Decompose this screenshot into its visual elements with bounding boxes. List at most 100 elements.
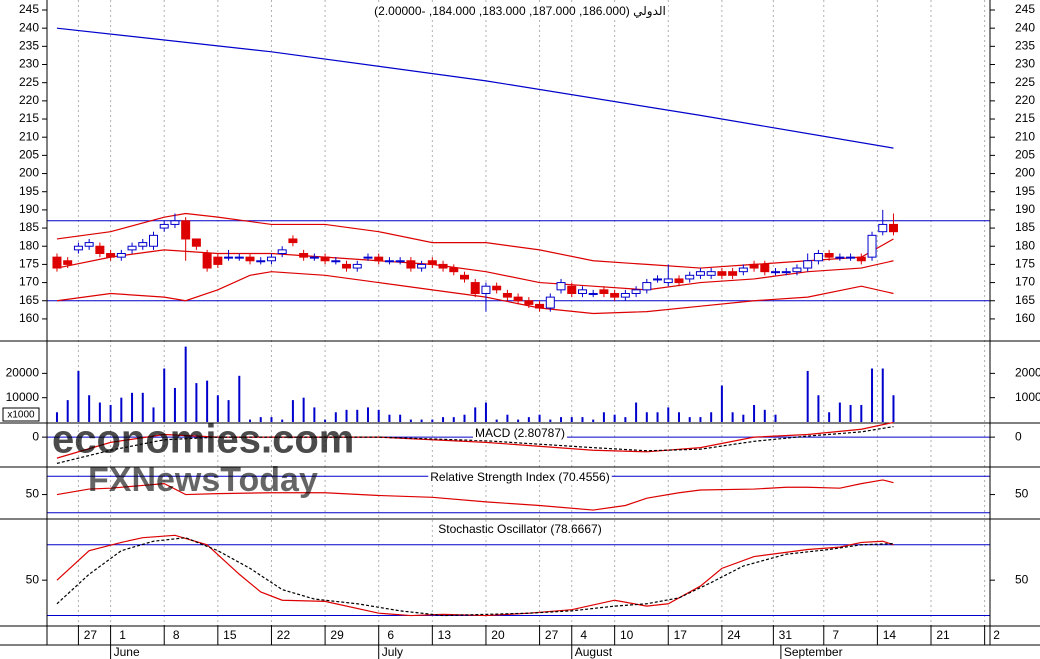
volume-bar <box>366 407 369 422</box>
x-tick-label: 13 <box>438 628 452 642</box>
volume-bar <box>399 414 402 422</box>
candle-body <box>803 260 813 269</box>
candle-body <box>695 271 705 276</box>
candle-body <box>417 263 427 269</box>
volume-bar <box>463 414 466 422</box>
candle-body <box>728 271 738 276</box>
volume-bar <box>742 414 745 422</box>
candle-body <box>363 256 373 259</box>
candle-body <box>674 278 684 284</box>
volume-bar <box>249 419 252 422</box>
y-tick-label: 220 <box>1015 93 1035 107</box>
volume-bar <box>817 395 820 422</box>
candle-body <box>406 260 416 269</box>
y-tick-label: 230 <box>1015 57 1035 71</box>
y-tick-label: 210 <box>1015 129 1035 143</box>
y-tick-label: 225 <box>19 75 39 89</box>
line-series <box>56 271 894 315</box>
volume-bar <box>506 414 509 422</box>
x-tick-label: 17 <box>674 628 688 642</box>
candle-body <box>288 238 298 244</box>
candle-body <box>234 256 244 259</box>
y-tick-label: 200 <box>19 166 39 180</box>
candle-body <box>856 256 866 262</box>
candle-body <box>878 223 888 233</box>
watermark: FXNewsToday <box>88 461 318 499</box>
candle-body <box>191 238 201 247</box>
candle-body <box>374 256 384 262</box>
candle-body <box>309 256 319 259</box>
volume-bar <box>613 414 616 422</box>
volume-bar <box>420 419 423 422</box>
y-tick-label: 240 <box>19 20 39 34</box>
candle-body <box>202 253 212 269</box>
volume-bar <box>871 368 874 422</box>
y-tick-label: 185 <box>19 220 39 234</box>
x-tick-label: 14 <box>883 628 897 642</box>
volume-bar <box>238 375 241 422</box>
watermarks: economies.com FXNewsToday <box>52 418 354 499</box>
x-tick-label: 1 <box>119 628 126 642</box>
y-tick-label: 185 <box>1015 220 1035 234</box>
candle-body <box>706 271 716 276</box>
line-series <box>56 479 894 511</box>
y-tick-label: 190 <box>1015 202 1035 216</box>
x-tick-label: 22 <box>277 628 291 642</box>
candle-body <box>588 292 598 295</box>
y-tick-label: 165 <box>19 293 39 307</box>
candle-body <box>835 256 845 259</box>
candle-body <box>256 260 266 263</box>
line-series <box>56 426 894 464</box>
candle-body <box>824 253 834 258</box>
candle-body <box>577 289 587 294</box>
y-tick-label: 20000 <box>1015 366 1040 380</box>
candle-body <box>642 282 652 291</box>
volume-bar <box>195 383 198 422</box>
line-series <box>56 212 894 269</box>
watermark: economies.com <box>52 418 354 462</box>
volume-bar <box>710 412 713 422</box>
candle-body <box>224 256 234 259</box>
title-background <box>472 426 568 441</box>
volume-bar <box>860 404 863 422</box>
y-tick-label: 195 <box>1015 184 1035 198</box>
x-tick-label: 24 <box>727 628 741 642</box>
candle-body <box>631 289 641 294</box>
volume-bar <box>334 412 337 422</box>
volume-bar <box>527 417 530 422</box>
candle-body <box>384 260 394 263</box>
volume-bar <box>120 397 123 422</box>
volume-bar <box>828 412 831 422</box>
candle-body <box>52 256 62 269</box>
volume-bar <box>570 417 573 422</box>
candle-body <box>460 274 470 280</box>
volume-bar <box>806 370 809 422</box>
x-tick-label: 6 <box>387 628 394 642</box>
y-tick-label: 205 <box>1015 148 1035 162</box>
candle-body <box>867 234 877 258</box>
volume-bar <box>849 404 852 422</box>
volume-bar <box>774 414 777 422</box>
volume-bar <box>581 417 584 422</box>
y-tick-label: 175 <box>19 257 39 271</box>
month-label: September <box>784 645 843 659</box>
volume-bar <box>474 407 477 422</box>
volume-bar <box>66 400 69 422</box>
volume-bar <box>442 417 445 422</box>
y-tick-label: 160 <box>1015 311 1035 325</box>
candle-body <box>813 253 823 262</box>
month-label: August <box>575 645 613 659</box>
volume-bar <box>259 417 262 422</box>
volume-bar <box>109 404 112 422</box>
candle-body <box>846 256 856 259</box>
line-series <box>56 534 894 617</box>
candle-body <box>116 253 126 258</box>
volume-bar <box>270 417 273 422</box>
volume-bar <box>141 392 144 422</box>
x-tick-label: 8 <box>173 628 180 642</box>
volume-bar <box>388 414 391 422</box>
x-tick-label: 27 <box>545 628 559 642</box>
y-tick-label: 10000 <box>6 390 40 404</box>
candle-body <box>352 263 362 269</box>
